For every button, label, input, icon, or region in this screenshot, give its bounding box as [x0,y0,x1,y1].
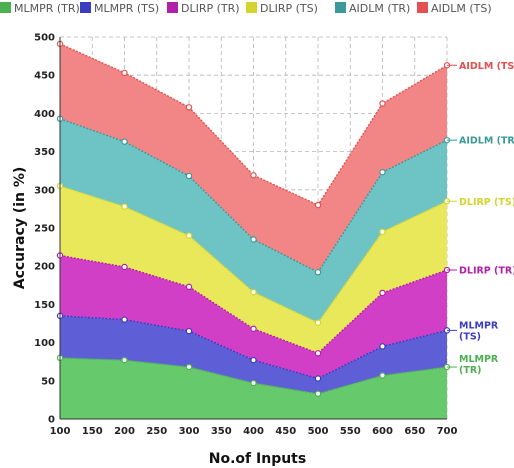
legend-label: MLMPR (TS) [94,2,159,15]
point-dlirp-ts [314,319,322,326]
area-mlmpr-ts [60,315,447,394]
end-label: MLMPR [459,354,499,365]
point-aidlm-ts [185,104,193,111]
legend-label: AIDLM (TR) [349,2,410,15]
legend-swatch [0,2,11,13]
area-dlirp-tr [60,255,447,379]
series-lines [56,40,451,397]
area-aidlm-ts [60,43,447,273]
x-tick-label: 550 [340,426,361,437]
x-tick-label: 650 [404,426,425,437]
point-mlmpr-ts [314,375,322,382]
x-tick-label: 250 [146,426,167,437]
end-label: DLIRP (TS) [459,197,514,208]
y-tick-label: 200 [34,262,55,273]
point-dlirp-tr [250,325,257,333]
legend-label: MLMPR (TR) [14,2,80,15]
y-tick-label: 300 [34,185,55,196]
x-tick-label: 500 [308,426,329,437]
tick-labels: 100 150 200 250 300 350 400 450 500 550 600 650 700 0… [34,33,457,438]
legend-label: DLIRP (TR) [181,2,240,15]
point-mlmpr-tr [121,356,128,364]
point-aidlm-tr [379,169,386,176]
legend-swatch [167,2,178,13]
point-mlmpr-tr [250,379,257,387]
x-tick-label: 300 [179,426,200,437]
x-tick-label: 150 [82,426,103,437]
end-label: (TR) [459,365,481,376]
series-end-labels: MLMPR(TR)MLMPR(TS)DLIRP (TR)DLIRP (TS)AI… [447,61,514,376]
legend-label: AIDLM (TS) [431,2,492,15]
legend-swatch [80,2,91,13]
x-tick-label: 350 [211,426,232,437]
area-dlirp-ts [60,185,447,354]
y-tick-label: 500 [34,33,55,44]
end-label: AIDLM (TS) [459,61,514,72]
point-mlmpr-tr [185,363,193,371]
y-tick-label: 0 [48,415,55,426]
point-mlmpr-ts [250,356,257,364]
point-aidlm-ts [314,201,322,209]
y-tick-label: 350 [34,147,55,158]
point-aidlm-ts [121,69,128,77]
point-dlirp-ts [185,232,193,239]
legend-label: DLIRP (TS) [260,2,318,15]
x-tick-label: 400 [243,426,264,437]
point-aidlm-tr [121,138,128,145]
point-aidlm-tr [185,172,193,180]
y-axis-title: Accuracy (in %) [12,167,28,290]
end-label: MLMPR [459,320,499,331]
area-mlmpr-tr [60,357,447,419]
point-mlmpr-tr [314,390,322,397]
y-tick-label: 400 [34,109,55,120]
y-tick-label: 450 [34,71,55,82]
point-dlirp-tr [185,283,193,291]
end-label: DLIRP (TR) [459,266,514,277]
point-dlirp-tr [379,289,386,297]
point-dlirp-ts [121,203,128,210]
point-dlirp-ts [379,228,386,236]
x-tick-label: 100 [50,426,71,437]
point-dlirp-tr [314,350,322,357]
end-label: AIDLM (TR) [459,136,514,147]
x-tick-label: 700 [437,426,458,437]
legend-swatch [246,2,257,13]
point-aidlm-tr [314,269,322,276]
legend-swatch [335,2,346,13]
y-tick-label: 150 [34,300,55,311]
legend: MLMPR (TR) MLMPR (TS) DLIRP (TR) DLIRP (TS)… [0,2,492,15]
y-tick-label: 50 [41,376,55,387]
area-aidlm-tr [60,118,447,323]
point-dlirp-ts [250,288,257,296]
point-aidlm-ts [250,172,257,179]
point-aidlm-ts [379,100,386,107]
point-aidlm-tr [250,236,257,243]
x-tick-label: 200 [114,426,135,437]
point-dlirp-tr [121,263,128,271]
x-axis-title: No.of Inputs [209,451,306,467]
x-tick-label: 600 [372,426,393,437]
legend-swatch [417,2,428,13]
point-mlmpr-ts [379,343,386,350]
y-tick-label: 100 [34,338,55,349]
point-mlmpr-ts [121,316,128,323]
end-label: (TS) [459,331,481,342]
point-mlmpr-ts [185,327,193,335]
area-layers [60,43,447,419]
x-tick-label: 450 [275,426,296,437]
y-tick-label: 250 [34,224,55,235]
point-mlmpr-tr [379,372,386,379]
